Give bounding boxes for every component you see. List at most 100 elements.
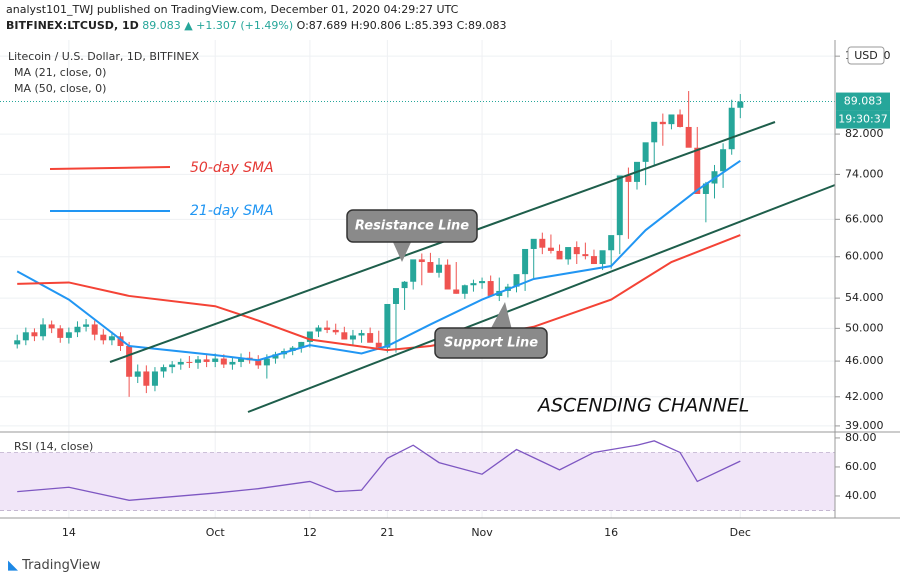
legend-ma50 bbox=[49, 166, 171, 170]
symbol-title: Litecoin / U.S. Dollar, 1D, BITFINEX bbox=[8, 50, 200, 63]
candle-body bbox=[513, 274, 520, 287]
y-tick-label: 50.000 bbox=[845, 321, 884, 334]
candle-body bbox=[410, 259, 417, 282]
candle-body bbox=[31, 332, 38, 337]
candle-body bbox=[194, 359, 201, 363]
candle-body bbox=[358, 333, 365, 336]
brand-logo: ◣ bbox=[8, 558, 22, 573]
candle-body bbox=[306, 331, 313, 342]
candle-body bbox=[547, 247, 554, 251]
x-tick-label: Dec bbox=[730, 526, 751, 539]
candle-body bbox=[728, 107, 735, 150]
candle-body bbox=[539, 238, 546, 248]
candle-body bbox=[160, 367, 167, 372]
candle-body bbox=[668, 114, 675, 125]
brand: ◣ TradingView bbox=[8, 558, 101, 573]
candle-body bbox=[461, 285, 468, 294]
y-tick-label: 54.000 bbox=[845, 291, 884, 304]
rsi-tick-label: 60.00 bbox=[845, 460, 877, 473]
candle-body bbox=[677, 114, 684, 127]
countdown-box bbox=[836, 110, 890, 129]
candle-body bbox=[332, 329, 339, 333]
candle-body bbox=[582, 254, 589, 257]
candle-body bbox=[453, 289, 460, 294]
candle-body bbox=[444, 264, 451, 290]
currency-box bbox=[847, 46, 885, 65]
y-tick-label: 46.000 bbox=[845, 354, 884, 367]
candle-body bbox=[702, 183, 709, 194]
candle-body bbox=[479, 281, 486, 284]
candle-body bbox=[642, 142, 649, 162]
candle-body bbox=[522, 248, 529, 275]
y-tick-label: 60.000 bbox=[845, 250, 884, 263]
header-ohlc: O:87.689 H:90.806 L:85.393 C:89.083 bbox=[297, 19, 507, 32]
rsi-title: RSI (14, close) bbox=[14, 440, 93, 453]
candle-body bbox=[470, 283, 477, 286]
candle-body bbox=[694, 147, 701, 194]
support-text: Support Line bbox=[444, 336, 538, 351]
candle-body bbox=[151, 371, 158, 386]
candle-body bbox=[272, 354, 279, 359]
candle-body bbox=[229, 361, 236, 365]
candle-body bbox=[384, 303, 391, 348]
candle-body bbox=[324, 327, 331, 330]
rsi-band bbox=[0, 452, 835, 511]
candle-body bbox=[220, 358, 227, 365]
candle-body bbox=[436, 264, 443, 273]
ma-line bbox=[17, 234, 741, 352]
marks bbox=[0, 91, 835, 501]
candle-body bbox=[530, 238, 537, 249]
pattern-label: ASCENDING CHANNEL bbox=[536, 395, 749, 417]
candle-body bbox=[590, 256, 597, 265]
candle-body bbox=[401, 281, 408, 289]
candle-body bbox=[57, 328, 64, 338]
candle-body bbox=[608, 235, 615, 251]
candle-body bbox=[315, 327, 322, 332]
x-tick-label: 16 bbox=[604, 526, 618, 539]
candle-body bbox=[341, 332, 348, 340]
candle-body bbox=[108, 336, 115, 341]
candle-body bbox=[392, 288, 399, 304]
rsi-line bbox=[17, 440, 741, 501]
candle-body bbox=[134, 371, 141, 377]
callout-pointer bbox=[392, 240, 412, 262]
candle-body bbox=[238, 357, 245, 362]
x-tick-label: Nov bbox=[471, 526, 493, 539]
candle-body bbox=[556, 250, 563, 260]
candle-body bbox=[14, 340, 21, 345]
sma50-label: 50-day SMA bbox=[190, 160, 274, 176]
candle-body bbox=[720, 149, 727, 172]
candle-body bbox=[48, 324, 55, 329]
candle-body bbox=[83, 324, 90, 327]
candle-body bbox=[651, 121, 658, 143]
support-callout bbox=[434, 327, 548, 359]
rsi-tick-label: 40.00 bbox=[845, 489, 877, 502]
candle-body bbox=[177, 361, 184, 365]
candle-body bbox=[91, 324, 98, 335]
candle-body bbox=[22, 332, 29, 341]
candle-body bbox=[625, 175, 632, 182]
candle-body bbox=[659, 121, 666, 125]
y-tick-label: 74.000 bbox=[845, 167, 884, 180]
candle-body bbox=[100, 334, 107, 341]
legend-entry: MA (50, close, 0) bbox=[14, 82, 106, 95]
candle-body bbox=[255, 360, 262, 366]
candle-body bbox=[169, 364, 176, 368]
x-tick-label: 14 bbox=[62, 526, 76, 539]
countdown: 19:30:37 bbox=[838, 113, 887, 126]
candle-body bbox=[375, 342, 382, 348]
candle-body bbox=[685, 126, 692, 148]
candle-body bbox=[367, 333, 374, 343]
candle-body bbox=[117, 336, 124, 347]
resistance-callout bbox=[346, 209, 478, 243]
ma-line bbox=[16, 160, 741, 362]
x-tick-label: 12 bbox=[303, 526, 317, 539]
candle-body bbox=[65, 332, 72, 338]
header-change: 89.083 ▲ +1.307 (+1.49%) bbox=[142, 19, 293, 32]
candle-body bbox=[40, 324, 47, 337]
header-bg bbox=[0, 0, 900, 38]
candle-body bbox=[203, 359, 210, 362]
candle-body bbox=[349, 335, 356, 340]
candle-body bbox=[565, 247, 572, 260]
